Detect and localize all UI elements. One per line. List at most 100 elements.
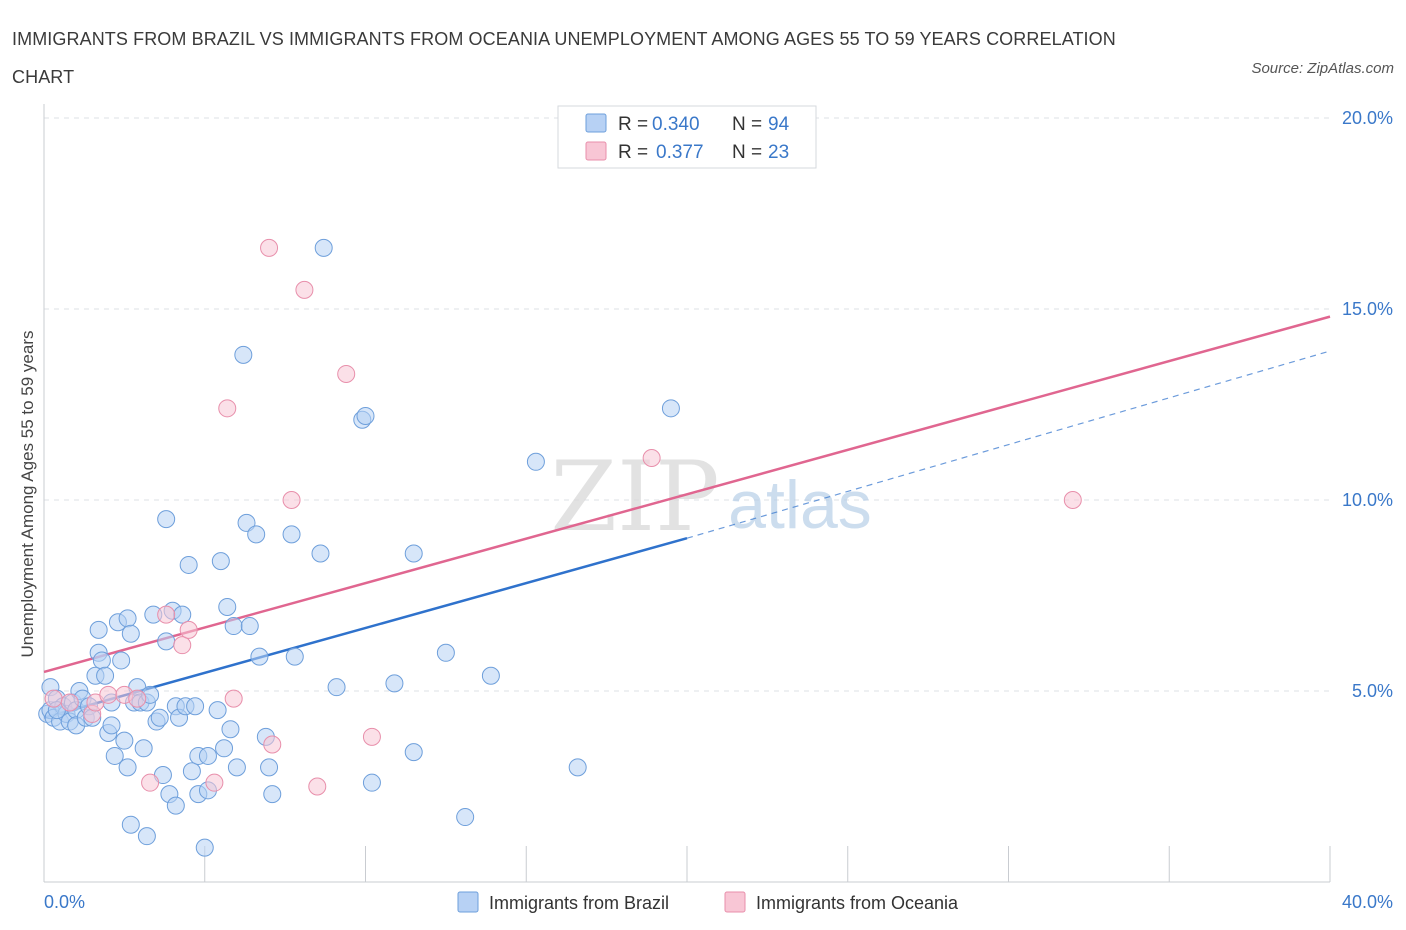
bottom-legend-swatch-oceania — [724, 891, 746, 913]
oceania-point — [282, 491, 301, 509]
oceania-point — [128, 689, 147, 708]
brazil-point — [661, 399, 680, 418]
brazil-point — [240, 617, 259, 636]
brazil-point — [118, 609, 137, 628]
legend-n-label-brazil: N = — [732, 114, 767, 135]
brazil-point — [134, 739, 153, 758]
brazil-point — [215, 739, 234, 758]
oceania-point — [99, 685, 118, 704]
stats-legend: R = 0.340 N = 94 R = 0.377 N = 23 — [557, 105, 817, 169]
chart-title: IMMIGRANTS FROM BRAZIL VS IMMIGRANTS FRO… — [12, 29, 1116, 87]
grid-lines — [44, 117, 1330, 692]
brazil-point — [250, 647, 269, 666]
oceania-point — [337, 364, 356, 383]
brazil-point — [526, 452, 545, 471]
brazil-point — [105, 746, 124, 765]
brazil-point — [311, 544, 330, 563]
brazil-point — [247, 525, 266, 544]
brazil-point — [221, 720, 240, 739]
brazil-trend-extension — [686, 350, 1331, 539]
oceania-trend-line — [43, 315, 1331, 674]
brazil-point — [179, 555, 198, 574]
y-tick-label: 5.0% — [1352, 681, 1393, 701]
bottom-legend-label-brazil: Immigrants from Brazil — [489, 893, 669, 913]
brazil-point — [224, 617, 243, 636]
brazil-point — [481, 666, 500, 685]
brazil-point — [208, 701, 227, 720]
brazil-point — [211, 552, 230, 571]
brazil-point — [89, 620, 108, 639]
brazil-point — [137, 827, 156, 846]
oceania-point — [218, 399, 237, 418]
brazil-point — [404, 743, 423, 762]
brazil-point — [121, 815, 140, 834]
brazil-point — [92, 651, 111, 670]
brazil-point — [218, 597, 237, 616]
legend-r-value-brazil: 0.340 — [652, 114, 700, 135]
oceania-points — [44, 238, 1082, 796]
brazil-point — [157, 632, 176, 651]
legend-swatch-brazil — [585, 113, 607, 133]
oceania-point — [60, 693, 79, 712]
brazil-point — [456, 808, 475, 827]
brazil-point — [96, 666, 115, 685]
brazil-point — [227, 758, 246, 777]
brazil-point — [314, 238, 333, 257]
oceania-point — [308, 777, 327, 796]
brazil-point — [166, 796, 185, 815]
brazil-point — [157, 510, 176, 529]
bottom-legend-label-oceania: Immigrants from Oceania — [756, 893, 959, 913]
watermark-zip: ZIP — [550, 441, 719, 553]
brazil-point — [198, 746, 217, 765]
svg-text:R = 0.340 N =: R = 0.340 N = 94 — [618, 114, 790, 135]
oceania-point — [1063, 491, 1082, 509]
oceania-point — [263, 735, 282, 754]
brazil-point — [436, 643, 455, 662]
oceania-point — [141, 773, 160, 792]
brazil-point — [112, 651, 131, 670]
series-legend: Immigrants from Brazil Immigrants from O… — [457, 891, 959, 913]
y-tick-label: 10.0% — [1342, 490, 1393, 510]
brazil-point — [195, 838, 214, 857]
brazil-point — [327, 678, 346, 697]
x-tick-label-max: 40.0% — [1342, 892, 1393, 912]
x-tick-label-min: 0.0% — [44, 892, 85, 912]
svg-text:R = 0.377 N =: R = 0.377 N = 23 — [618, 142, 789, 163]
legend-r-label-brazil: R = — [618, 114, 653, 135]
y-tick-label: 15.0% — [1342, 299, 1393, 319]
bottom-legend-swatch-brazil — [457, 891, 479, 913]
legend-n-label-oceania: N = — [732, 142, 767, 163]
oceania-point — [205, 773, 224, 792]
y-tick-label: 20.0% — [1342, 108, 1393, 128]
brazil-point — [173, 605, 192, 624]
brazil-point — [102, 716, 121, 735]
source-label: Source: ZipAtlas.com — [1251, 60, 1394, 77]
oceania-point — [173, 636, 192, 655]
brazil-point — [263, 785, 282, 804]
legend-n-value-oceania: 23 — [768, 142, 789, 163]
brazil-point — [282, 525, 301, 544]
brazil-point — [356, 406, 375, 425]
brazil-point — [568, 758, 587, 777]
brazil-point — [385, 674, 404, 693]
brazil-point — [115, 731, 134, 750]
oceania-point — [295, 280, 314, 299]
oceania-point — [642, 448, 661, 467]
brazil-point — [260, 758, 279, 777]
oceania-point — [157, 605, 176, 624]
brazil-point — [362, 773, 381, 792]
oceania-point — [224, 689, 243, 708]
legend-r-value-oceania: 0.377 — [656, 142, 704, 163]
y-tick-labels: 5.0% 10.0% 15.0% 20.0% — [1342, 108, 1393, 701]
legend-r-label-oceania: R = — [618, 142, 653, 163]
y-axis-label: Unemployment Among Ages 55 to 59 years — [18, 331, 37, 658]
watermark-atlas: atlas — [728, 467, 872, 543]
legend-swatch-oceania — [585, 141, 607, 161]
brazil-point — [285, 647, 304, 666]
x-axis-ticks — [43, 846, 1331, 882]
oceania-point — [362, 727, 381, 746]
brazil-point — [237, 513, 256, 532]
brazil-point — [150, 708, 169, 727]
brazil-point — [118, 758, 137, 777]
